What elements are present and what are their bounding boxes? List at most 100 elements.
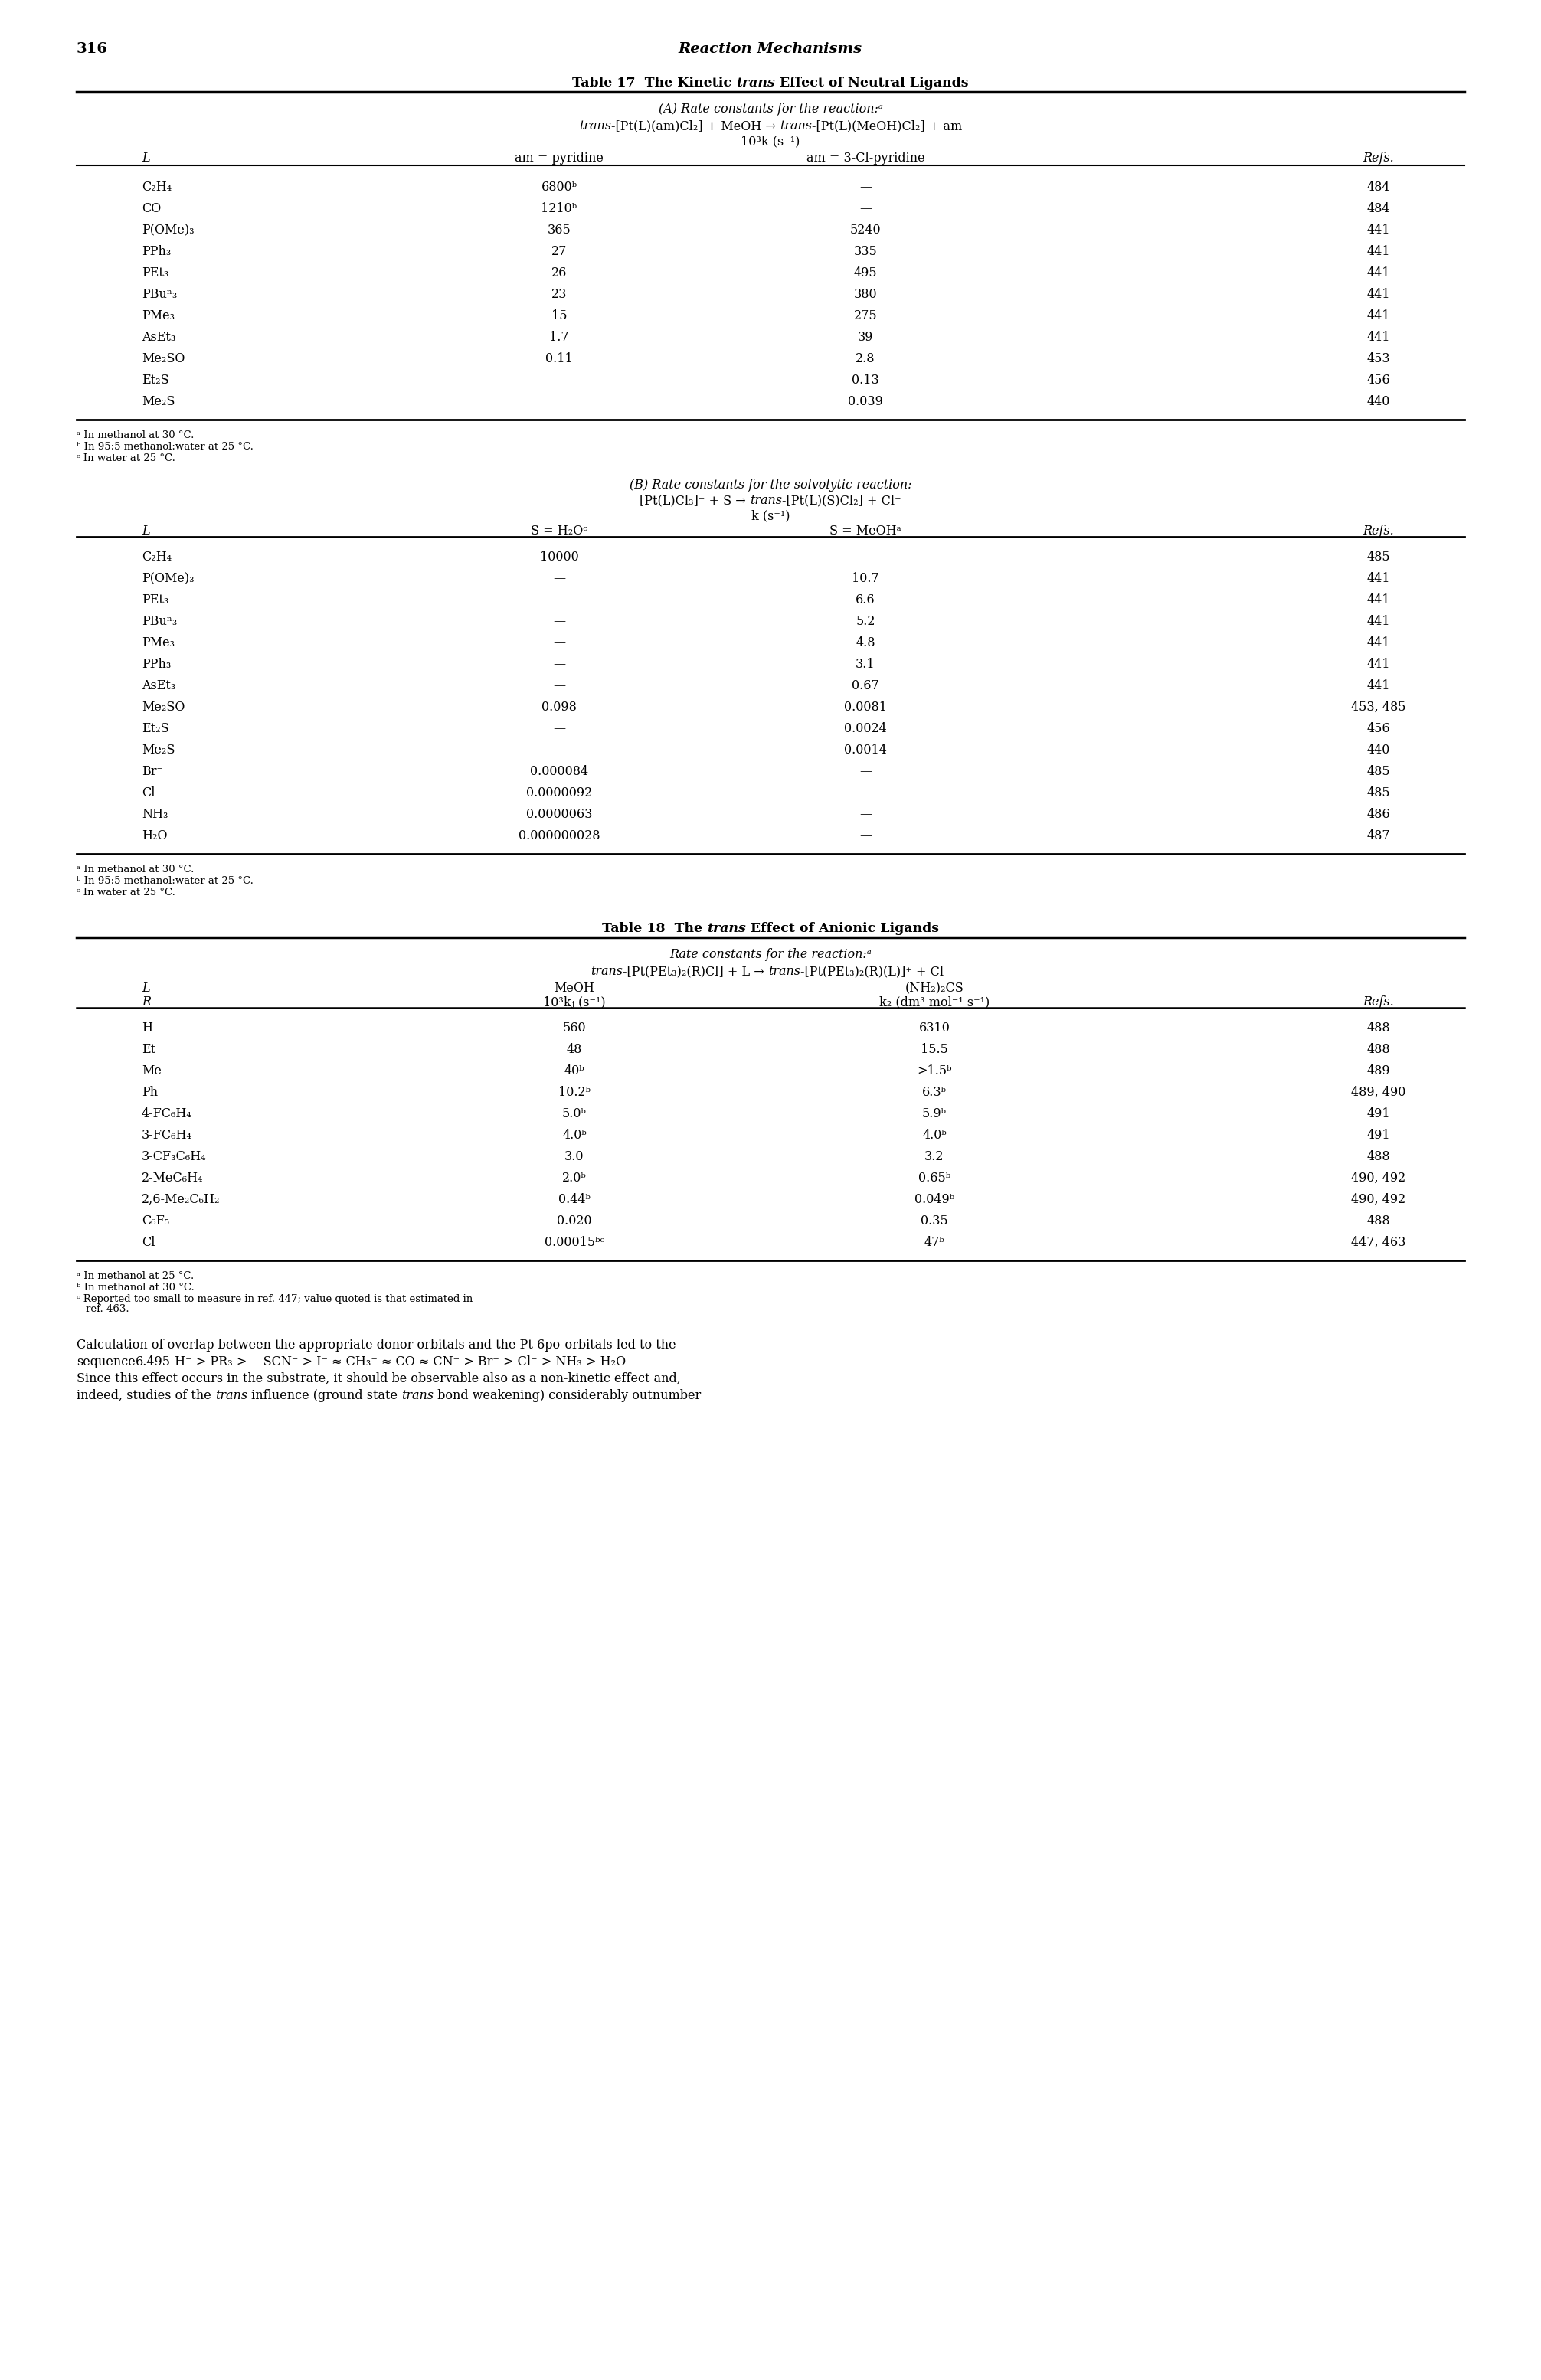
- Text: 0.65ᵇ: 0.65ᵇ: [918, 1171, 951, 1185]
- Text: Br⁻: Br⁻: [142, 764, 163, 778]
- Text: PBuⁿ₃: PBuⁿ₃: [142, 288, 177, 300]
- Text: 2.8: 2.8: [855, 352, 875, 364]
- Text: am = pyridine: am = pyridine: [515, 152, 604, 164]
- Text: bond weakening) considerably outnumber: bond weakening) considerably outnumber: [433, 1390, 701, 1402]
- Text: 4.0ᵇ: 4.0ᵇ: [922, 1128, 946, 1142]
- Text: 453, 485: 453, 485: [1351, 700, 1405, 714]
- Text: [Pt(L)Cl₃]⁻ + S →: [Pt(L)Cl₃]⁻ + S →: [640, 495, 750, 507]
- Text: 6.3ᵇ: 6.3ᵇ: [922, 1085, 946, 1100]
- Text: 441: 441: [1367, 678, 1390, 693]
- Text: ᵇ In methanol at 30 °C.: ᵇ In methanol at 30 °C.: [77, 1283, 194, 1292]
- Text: 491: 491: [1367, 1128, 1390, 1142]
- Text: Me₂S: Me₂S: [142, 743, 176, 757]
- Text: 488: 488: [1367, 1214, 1390, 1228]
- Text: 488: 488: [1367, 1150, 1390, 1164]
- Text: 485: 485: [1367, 764, 1390, 778]
- Text: 441: 441: [1367, 614, 1390, 628]
- Text: R: R: [142, 995, 151, 1009]
- Text: 495: 495: [854, 267, 877, 278]
- Text: 441: 441: [1367, 288, 1390, 300]
- Text: 441: 441: [1367, 245, 1390, 257]
- Text: 441: 441: [1367, 657, 1390, 671]
- Text: 487: 487: [1367, 828, 1390, 843]
- Text: H: H: [142, 1021, 153, 1035]
- Text: 441: 441: [1367, 267, 1390, 278]
- Text: —: —: [860, 550, 872, 564]
- Text: 0.0081: 0.0081: [844, 700, 888, 714]
- Text: Ph: Ph: [142, 1085, 157, 1100]
- Text: ᵇ In 95:5 methanol:water at 25 °C.: ᵇ In 95:5 methanol:water at 25 °C.: [77, 443, 253, 452]
- Text: 6800ᵇ: 6800ᵇ: [541, 181, 578, 193]
- Text: 485: 485: [1367, 550, 1390, 564]
- Text: >1.5ᵇ: >1.5ᵇ: [917, 1064, 952, 1078]
- Text: L: L: [142, 524, 149, 538]
- Text: S = H₂Oᶜ: S = H₂Oᶜ: [530, 524, 587, 538]
- Text: MeOH: MeOH: [555, 981, 595, 995]
- Text: k (s⁻¹): k (s⁻¹): [750, 509, 791, 521]
- Text: 6.6: 6.6: [855, 593, 875, 607]
- Text: 1.7: 1.7: [549, 331, 569, 343]
- Text: —: —: [553, 571, 566, 585]
- Text: 5.0ᵇ: 5.0ᵇ: [562, 1107, 587, 1121]
- Text: 0.0000092: 0.0000092: [525, 785, 592, 800]
- Text: 1210ᵇ: 1210ᵇ: [541, 202, 578, 214]
- Text: 560: 560: [562, 1021, 586, 1035]
- Text: 3.0: 3.0: [564, 1150, 584, 1164]
- Text: L: L: [142, 981, 149, 995]
- Text: 23: 23: [552, 288, 567, 300]
- Text: trans: trans: [401, 1390, 433, 1402]
- Text: Cl: Cl: [142, 1235, 156, 1250]
- Text: Me₂SO: Me₂SO: [142, 352, 185, 364]
- Text: 0.098: 0.098: [541, 700, 576, 714]
- Text: -[Pt(L)(MeOH)Cl₂] + am: -[Pt(L)(MeOH)Cl₂] + am: [812, 119, 962, 133]
- Text: 441: 441: [1367, 635, 1390, 650]
- Text: 48: 48: [567, 1042, 582, 1057]
- Text: PMe₃: PMe₃: [142, 309, 174, 321]
- Text: ᵃ In methanol at 25 °C.: ᵃ In methanol at 25 °C.: [77, 1271, 194, 1280]
- Text: —: —: [860, 807, 872, 821]
- Text: Reaction Mechanisms: Reaction Mechanisms: [678, 43, 863, 55]
- Text: Table 17  The Kinetic: Table 17 The Kinetic: [572, 76, 737, 90]
- Text: —: —: [553, 678, 566, 693]
- Text: 489, 490: 489, 490: [1351, 1085, 1405, 1100]
- Text: 0.000000028: 0.000000028: [518, 828, 599, 843]
- Text: ᶜ In water at 25 °C.: ᶜ In water at 25 °C.: [77, 452, 176, 464]
- Text: trans: trans: [780, 119, 812, 133]
- Text: —: —: [553, 721, 566, 735]
- Text: 0.67: 0.67: [852, 678, 880, 693]
- Text: 10³kⱼ (s⁻¹): 10³kⱼ (s⁻¹): [542, 995, 606, 1009]
- Text: 10.2ᵇ: 10.2ᵇ: [558, 1085, 590, 1100]
- Text: Refs.: Refs.: [1364, 995, 1395, 1009]
- Text: C₂H₄: C₂H₄: [142, 181, 171, 193]
- Text: 6310: 6310: [918, 1021, 951, 1035]
- Text: 441: 441: [1367, 224, 1390, 236]
- Text: 0.0000063: 0.0000063: [525, 807, 592, 821]
- Text: -[Pt(L)(am)Cl₂] + MeOH →: -[Pt(L)(am)Cl₂] + MeOH →: [612, 119, 780, 133]
- Text: —: —: [553, 614, 566, 628]
- Text: trans: trans: [769, 964, 800, 978]
- Text: 3-CF₃C₆H₄: 3-CF₃C₆H₄: [142, 1150, 206, 1164]
- Text: 3-FC₆H₄: 3-FC₆H₄: [142, 1128, 193, 1142]
- Text: 484: 484: [1367, 181, 1390, 193]
- Text: 5240: 5240: [851, 224, 881, 236]
- Text: 488: 488: [1367, 1042, 1390, 1057]
- Text: 380: 380: [854, 288, 877, 300]
- Text: 10000: 10000: [539, 550, 578, 564]
- Text: 47ᵇ: 47ᵇ: [925, 1235, 945, 1250]
- Text: —: —: [860, 828, 872, 843]
- Text: 0.11: 0.11: [546, 352, 573, 364]
- Text: Et₂S: Et₂S: [142, 374, 170, 386]
- Text: Me₂S: Me₂S: [142, 395, 176, 407]
- Text: 453: 453: [1367, 352, 1390, 364]
- Text: PPh₃: PPh₃: [142, 657, 171, 671]
- Text: 2-MeC₆H₄: 2-MeC₆H₄: [142, 1171, 203, 1185]
- Text: 491: 491: [1367, 1107, 1390, 1121]
- Text: Rate constants for the reaction:ᵃ: Rate constants for the reaction:ᵃ: [669, 947, 872, 962]
- Text: AsEt₃: AsEt₃: [142, 331, 176, 343]
- Text: indeed, studies of the: indeed, studies of the: [77, 1390, 216, 1402]
- Text: ᵇ In 95:5 methanol:water at 25 °C.: ᵇ In 95:5 methanol:water at 25 °C.: [77, 876, 253, 885]
- Text: 484: 484: [1367, 202, 1390, 214]
- Text: PBuⁿ₃: PBuⁿ₃: [142, 614, 177, 628]
- Text: Refs.: Refs.: [1364, 152, 1395, 164]
- Text: —: —: [553, 593, 566, 607]
